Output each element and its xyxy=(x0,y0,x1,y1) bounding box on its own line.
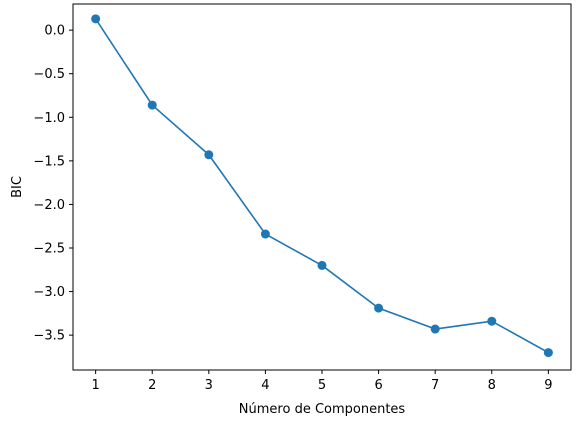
data-point xyxy=(543,348,553,358)
x-tick-label: 5 xyxy=(318,378,326,393)
data-point xyxy=(317,260,327,270)
data-point xyxy=(430,324,440,334)
y-axis-ticks: 0.0 −0.5 −1.0 −1.5 −2.0 −2.5 −3.0 −3.5 xyxy=(33,24,73,344)
x-tick-label: 1 xyxy=(91,378,99,393)
data-point xyxy=(147,100,157,110)
series-layer xyxy=(91,14,553,358)
y-tick-label: −3.5 xyxy=(33,329,65,344)
x-tick-label: 9 xyxy=(544,378,552,393)
y-tick-label: 0.0 xyxy=(44,24,65,39)
y-axis-label: BIC xyxy=(10,176,25,198)
data-point xyxy=(487,316,497,326)
x-axis-ticks: 1 2 3 4 5 6 7 8 9 xyxy=(91,370,553,393)
data-point xyxy=(204,150,214,160)
y-tick-label: −2.5 xyxy=(33,242,65,257)
data-point xyxy=(260,229,270,239)
x-tick-label: 7 xyxy=(431,378,439,393)
data-point xyxy=(374,303,384,313)
x-tick-label: 8 xyxy=(488,378,496,393)
y-tick-label: −3.0 xyxy=(33,285,65,300)
series-line xyxy=(94,18,549,354)
x-tick-label: 4 xyxy=(261,378,269,393)
y-tick-label: −1.0 xyxy=(33,111,65,126)
y-tick-label: −0.5 xyxy=(33,67,65,82)
plot-area-frame xyxy=(72,3,572,371)
x-tick-label: 6 xyxy=(374,378,382,393)
x-axis-label: Número de Componentes xyxy=(239,402,406,417)
data-point xyxy=(91,14,101,24)
x-tick-label: 2 xyxy=(148,378,156,393)
y-tick-label: −2.0 xyxy=(33,198,65,213)
x-tick-label: 3 xyxy=(205,378,213,393)
y-tick-label: −1.5 xyxy=(33,154,65,169)
